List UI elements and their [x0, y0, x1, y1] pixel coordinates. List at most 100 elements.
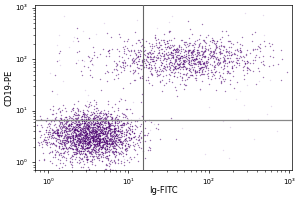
Point: [198, 67, 203, 70]
Point: [52, 136, 56, 139]
Point: [86, 143, 91, 147]
Point: [117, 54, 122, 58]
Point: [199, 62, 204, 65]
Point: [186, 55, 190, 58]
Point: [106, 154, 111, 157]
Point: [220, 61, 225, 64]
Point: [94, 119, 98, 122]
Point: [92, 135, 97, 138]
Point: [143, 65, 148, 68]
Point: [87, 104, 92, 108]
Point: [147, 67, 152, 70]
Point: [201, 39, 206, 42]
Point: [80, 136, 85, 139]
Point: [110, 115, 115, 118]
Point: [63, 149, 68, 152]
Point: [131, 60, 136, 63]
Point: [98, 125, 102, 128]
Point: [63, 106, 68, 109]
Point: [196, 69, 201, 72]
Point: [228, 41, 233, 45]
Point: [93, 130, 98, 133]
Point: [180, 76, 184, 79]
Point: [97, 122, 102, 125]
Point: [92, 122, 96, 125]
Point: [87, 116, 92, 119]
Point: [61, 161, 66, 164]
Point: [95, 136, 100, 139]
Point: [119, 66, 124, 69]
Point: [92, 108, 97, 111]
Point: [129, 136, 134, 139]
Point: [74, 147, 79, 150]
Point: [161, 69, 166, 72]
Point: [97, 141, 102, 144]
Point: [231, 69, 236, 72]
Point: [86, 118, 91, 121]
Point: [208, 68, 213, 71]
Point: [105, 163, 110, 166]
Point: [217, 37, 222, 41]
Point: [58, 161, 63, 165]
Point: [55, 131, 59, 135]
Point: [194, 79, 199, 82]
Point: [120, 121, 125, 125]
Point: [146, 81, 151, 85]
Point: [64, 119, 69, 122]
Point: [189, 50, 194, 54]
Point: [132, 48, 137, 52]
Point: [82, 136, 87, 139]
Point: [118, 127, 123, 130]
Point: [185, 57, 190, 60]
Point: [206, 57, 210, 60]
Point: [80, 129, 85, 132]
Point: [110, 123, 114, 126]
Point: [119, 130, 124, 133]
Point: [92, 128, 97, 131]
Point: [83, 148, 88, 151]
Point: [86, 129, 91, 133]
Point: [70, 129, 75, 132]
Point: [195, 60, 200, 63]
Point: [94, 122, 99, 125]
Point: [132, 60, 137, 63]
Point: [133, 143, 137, 146]
Point: [86, 141, 91, 144]
Point: [87, 124, 92, 128]
Point: [53, 151, 58, 154]
Point: [95, 136, 100, 139]
Point: [61, 122, 66, 125]
Point: [79, 139, 83, 143]
Point: [234, 61, 239, 64]
Point: [95, 150, 100, 154]
Point: [106, 120, 110, 123]
Point: [210, 74, 214, 77]
Point: [103, 163, 108, 166]
Point: [215, 39, 220, 42]
Point: [100, 145, 104, 149]
Point: [63, 142, 68, 145]
Point: [58, 117, 63, 120]
Point: [207, 83, 212, 86]
Point: [159, 89, 164, 93]
Point: [86, 145, 91, 148]
Point: [93, 129, 98, 132]
Point: [179, 79, 184, 82]
Point: [84, 139, 89, 142]
Point: [84, 155, 88, 158]
Point: [90, 134, 94, 137]
Point: [113, 127, 118, 130]
Point: [44, 140, 49, 144]
Point: [67, 146, 72, 149]
Point: [95, 119, 100, 122]
Point: [171, 68, 176, 71]
Point: [88, 178, 92, 181]
Point: [80, 149, 85, 152]
Point: [84, 137, 89, 140]
Point: [233, 48, 238, 52]
Point: [96, 138, 101, 142]
Point: [102, 112, 107, 115]
Point: [106, 126, 111, 129]
Point: [143, 63, 148, 67]
Point: [53, 164, 58, 167]
